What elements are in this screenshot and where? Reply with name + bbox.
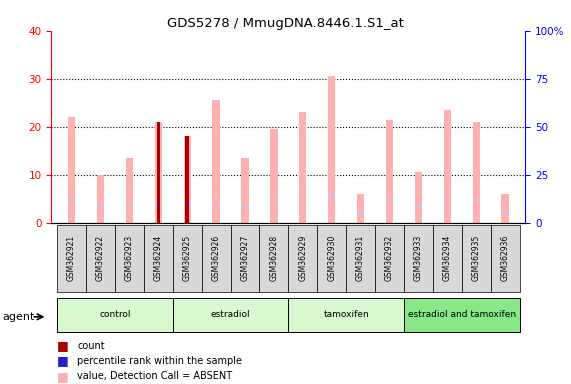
Text: GSM362928: GSM362928 bbox=[270, 235, 279, 281]
Bar bbox=[270, 203, 278, 204]
Bar bbox=[155, 203, 162, 204]
FancyBboxPatch shape bbox=[57, 225, 86, 292]
Bar bbox=[501, 194, 509, 223]
FancyBboxPatch shape bbox=[173, 225, 202, 292]
Bar bbox=[97, 175, 104, 223]
Text: GSM362935: GSM362935 bbox=[472, 235, 481, 281]
Bar bbox=[242, 158, 248, 223]
Text: GSM362932: GSM362932 bbox=[385, 235, 394, 281]
FancyBboxPatch shape bbox=[259, 225, 288, 292]
Bar bbox=[186, 203, 189, 204]
Bar bbox=[386, 119, 393, 223]
Text: agent: agent bbox=[3, 312, 35, 322]
Bar bbox=[184, 136, 191, 223]
FancyBboxPatch shape bbox=[462, 225, 490, 292]
Text: ■: ■ bbox=[57, 339, 69, 352]
Bar bbox=[473, 122, 480, 223]
Text: control: control bbox=[99, 310, 131, 319]
Text: GSM362930: GSM362930 bbox=[327, 235, 336, 281]
Bar bbox=[126, 158, 133, 223]
Text: GSM362921: GSM362921 bbox=[67, 235, 76, 281]
FancyBboxPatch shape bbox=[490, 225, 520, 292]
Text: estradiol: estradiol bbox=[211, 310, 250, 319]
Bar bbox=[242, 206, 248, 207]
Text: value, Detection Call = ABSENT: value, Detection Call = ABSENT bbox=[77, 371, 232, 381]
Bar bbox=[68, 117, 75, 223]
FancyBboxPatch shape bbox=[86, 225, 115, 292]
Text: GSM362924: GSM362924 bbox=[154, 235, 163, 281]
Text: GSM362925: GSM362925 bbox=[183, 235, 192, 281]
Text: percentile rank within the sample: percentile rank within the sample bbox=[77, 356, 242, 366]
Text: count: count bbox=[77, 341, 104, 351]
Bar bbox=[212, 100, 220, 223]
Bar bbox=[501, 212, 509, 214]
Text: estradiol and tamoxifen: estradiol and tamoxifen bbox=[408, 310, 516, 319]
Bar bbox=[212, 205, 220, 206]
Text: GSM362931: GSM362931 bbox=[356, 235, 365, 281]
Bar bbox=[444, 110, 451, 223]
Text: GDS5278 / MmugDNA.8446.1.S1_at: GDS5278 / MmugDNA.8446.1.S1_at bbox=[167, 17, 404, 30]
Bar bbox=[473, 201, 480, 202]
Bar bbox=[415, 172, 422, 223]
FancyBboxPatch shape bbox=[404, 298, 520, 332]
Bar bbox=[328, 194, 335, 196]
Text: GSM362934: GSM362934 bbox=[443, 235, 452, 281]
Bar bbox=[299, 112, 307, 223]
Bar bbox=[126, 207, 133, 208]
Bar bbox=[156, 203, 160, 204]
Bar bbox=[156, 122, 160, 223]
Bar bbox=[444, 199, 451, 200]
Text: GSM362926: GSM362926 bbox=[212, 235, 220, 281]
Text: GSM362929: GSM362929 bbox=[298, 235, 307, 281]
Text: ■: ■ bbox=[57, 370, 69, 383]
Text: GSM362936: GSM362936 bbox=[501, 235, 509, 281]
FancyBboxPatch shape bbox=[317, 225, 346, 292]
Bar bbox=[186, 136, 189, 223]
FancyBboxPatch shape bbox=[115, 225, 144, 292]
Text: GSM362923: GSM362923 bbox=[125, 235, 134, 281]
Bar bbox=[299, 200, 307, 202]
FancyBboxPatch shape bbox=[57, 298, 173, 332]
FancyBboxPatch shape bbox=[173, 298, 288, 332]
Bar bbox=[155, 122, 162, 223]
FancyBboxPatch shape bbox=[288, 225, 317, 292]
FancyBboxPatch shape bbox=[288, 298, 404, 332]
Bar bbox=[184, 203, 191, 204]
FancyBboxPatch shape bbox=[231, 225, 259, 292]
FancyBboxPatch shape bbox=[375, 225, 404, 292]
Bar bbox=[97, 207, 104, 208]
Text: GSM362927: GSM362927 bbox=[240, 235, 250, 281]
Text: GSM362933: GSM362933 bbox=[414, 235, 423, 281]
Bar bbox=[68, 201, 75, 202]
Bar bbox=[386, 200, 393, 202]
FancyBboxPatch shape bbox=[144, 225, 173, 292]
FancyBboxPatch shape bbox=[346, 225, 375, 292]
Bar bbox=[270, 129, 278, 223]
Text: ■: ■ bbox=[57, 354, 69, 367]
Text: tamoxifen: tamoxifen bbox=[323, 310, 369, 319]
FancyBboxPatch shape bbox=[202, 225, 231, 292]
Bar bbox=[357, 194, 364, 223]
FancyBboxPatch shape bbox=[404, 225, 433, 292]
Bar bbox=[357, 212, 364, 214]
FancyBboxPatch shape bbox=[433, 225, 462, 292]
Bar bbox=[415, 207, 422, 208]
Text: GSM362922: GSM362922 bbox=[96, 235, 105, 281]
Bar bbox=[328, 76, 335, 223]
